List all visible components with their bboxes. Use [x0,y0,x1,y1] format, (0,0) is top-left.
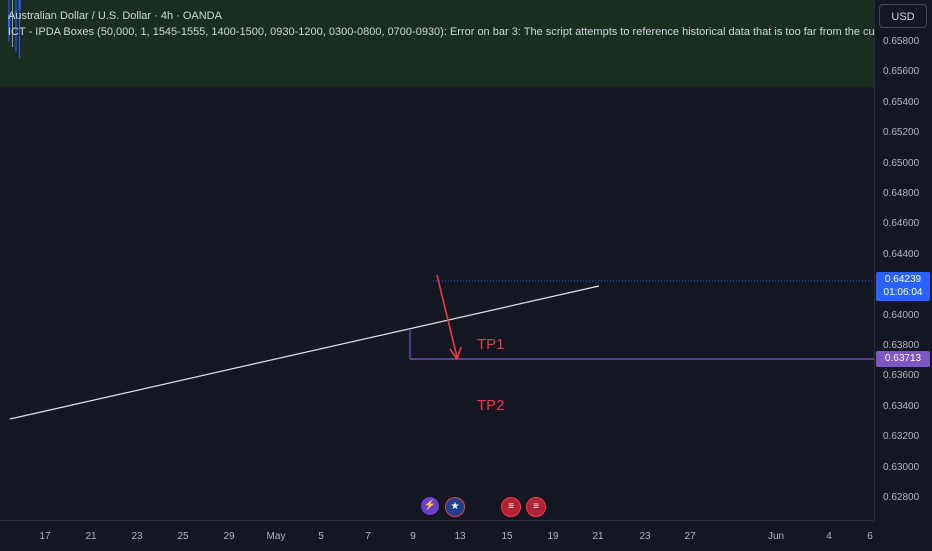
price-tick: 0.63200 [883,431,920,443]
indicator-status[interactable]: ICT - IPDA Boxes (50,000, 1, 1545-1555, … [8,26,874,38]
time-label: 17 [39,531,51,542]
bar-countdown: 01:06:04 [883,287,923,298]
time-label: May [266,531,286,542]
time-label: 6 [867,531,873,542]
current-price-value: 0.64239 [884,274,922,285]
price-tick: 0.64600 [883,218,920,230]
time-axis[interactable]: 17 21 23 25 29 May 5 7 9 13 15 19 21 23 27 Jun 4 6 [0,520,874,551]
time-label: 29 [223,531,235,542]
chart-legend: Australian Dollar / U.S. Dollar · 4h · O… [8,8,874,40]
current-price-tag: 0.64239 01:06:04 [876,272,930,301]
time-label: 19 [547,531,559,542]
price-tick: 0.65600 [883,66,920,78]
price-tick: 0.65200 [883,127,920,139]
price-tick: 0.64400 [883,248,920,260]
time-label: 13 [454,531,466,542]
time-label: 21 [85,531,97,542]
support-zone [0,0,874,88]
time-label: 23 [639,531,651,542]
projection-arrow [436,274,458,358]
candle-body [15,10,18,17]
lightning-icon[interactable]: ⚡ [421,497,439,515]
price-tick: 0.65000 [883,157,920,169]
price-tick: 0.65800 [883,36,920,47]
price-scale[interactable]: 0.65800 0.65600 0.65400 0.65200 0.65000 0.648… [874,0,932,520]
candle-body [18,0,21,11]
tp1-label[interactable]: TP1 [477,336,505,353]
us-flag-icon[interactable]: ≡ [501,497,521,517]
candle-body [11,14,14,17]
price-tick: 0.63600 [883,370,920,382]
price-tick: 0.63400 [883,400,920,412]
price-tick: 0.62800 [883,492,920,503]
time-label: 4 [826,531,832,542]
time-label: 25 [177,531,189,542]
tp2-label[interactable]: TP2 [477,397,505,414]
time-label: 9 [410,531,416,542]
price-tick: 0.63000 [883,461,920,473]
price-tick: 0.65400 [883,96,920,108]
us-flag-icon[interactable]: ≡ [526,497,546,517]
trendline [9,285,600,420]
time-label: 15 [501,531,513,542]
price-chart[interactable] [0,0,874,520]
projection-arrowhead [449,346,462,361]
time-label: 7 [365,531,371,542]
currency-button[interactable]: USD [879,4,927,28]
price-tick: 0.64800 [883,188,920,199]
time-label: 5 [318,531,324,542]
time-label: 21 [592,531,604,542]
symbol-title[interactable]: Australian Dollar / U.S. Dollar · 4h · O… [8,10,222,22]
candle-body [8,14,11,35]
au-us-flag-icon[interactable]: ★ [445,497,465,517]
time-label: 27 [684,531,696,542]
time-label: 23 [131,531,143,542]
time-label: Jun [767,531,785,542]
price-tick: 0.64000 [883,309,920,321]
price-tick: 0.63800 [883,340,920,351]
tp1-price-tag: 0.63713 [876,351,930,367]
